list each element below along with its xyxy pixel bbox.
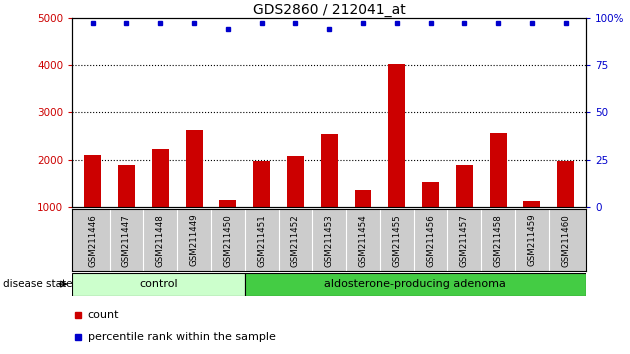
Bar [524, 201, 541, 207]
Bar [253, 161, 270, 207]
Text: control: control [139, 279, 178, 289]
Text: GSM211446: GSM211446 [88, 214, 97, 267]
Text: GSM211451: GSM211451 [257, 214, 266, 267]
Text: GSM211458: GSM211458 [493, 214, 503, 267]
Text: GSM211450: GSM211450 [224, 214, 232, 267]
Bar [84, 155, 101, 207]
Bar [388, 64, 405, 207]
Bar [219, 200, 236, 207]
Text: count: count [88, 310, 119, 320]
Text: GSM211453: GSM211453 [324, 214, 334, 267]
Text: GSM211452: GSM211452 [291, 214, 300, 267]
Text: disease state: disease state [3, 279, 72, 289]
Bar [557, 161, 574, 207]
Text: GSM211456: GSM211456 [426, 214, 435, 267]
Text: aldosterone-producing adenoma: aldosterone-producing adenoma [324, 279, 507, 289]
Text: GSM211455: GSM211455 [392, 214, 401, 267]
Bar [287, 156, 304, 207]
Bar [72, 273, 244, 296]
Bar [152, 149, 169, 207]
Text: GSM211460: GSM211460 [561, 214, 570, 267]
Text: GSM211447: GSM211447 [122, 214, 131, 267]
Title: GDS2860 / 212041_at: GDS2860 / 212041_at [253, 3, 406, 17]
Text: GSM211459: GSM211459 [527, 214, 536, 267]
Text: GSM211454: GSM211454 [358, 214, 367, 267]
Bar [244, 273, 586, 296]
Text: GSM211449: GSM211449 [190, 214, 198, 267]
Bar [355, 190, 372, 207]
Text: percentile rank within the sample: percentile rank within the sample [88, 332, 276, 342]
Bar [456, 165, 472, 207]
Text: GSM211457: GSM211457 [460, 214, 469, 267]
Bar [490, 133, 507, 207]
Bar [422, 182, 439, 207]
Bar [118, 165, 135, 207]
Text: GSM211448: GSM211448 [156, 214, 165, 267]
Bar [321, 134, 338, 207]
Bar [186, 130, 202, 207]
